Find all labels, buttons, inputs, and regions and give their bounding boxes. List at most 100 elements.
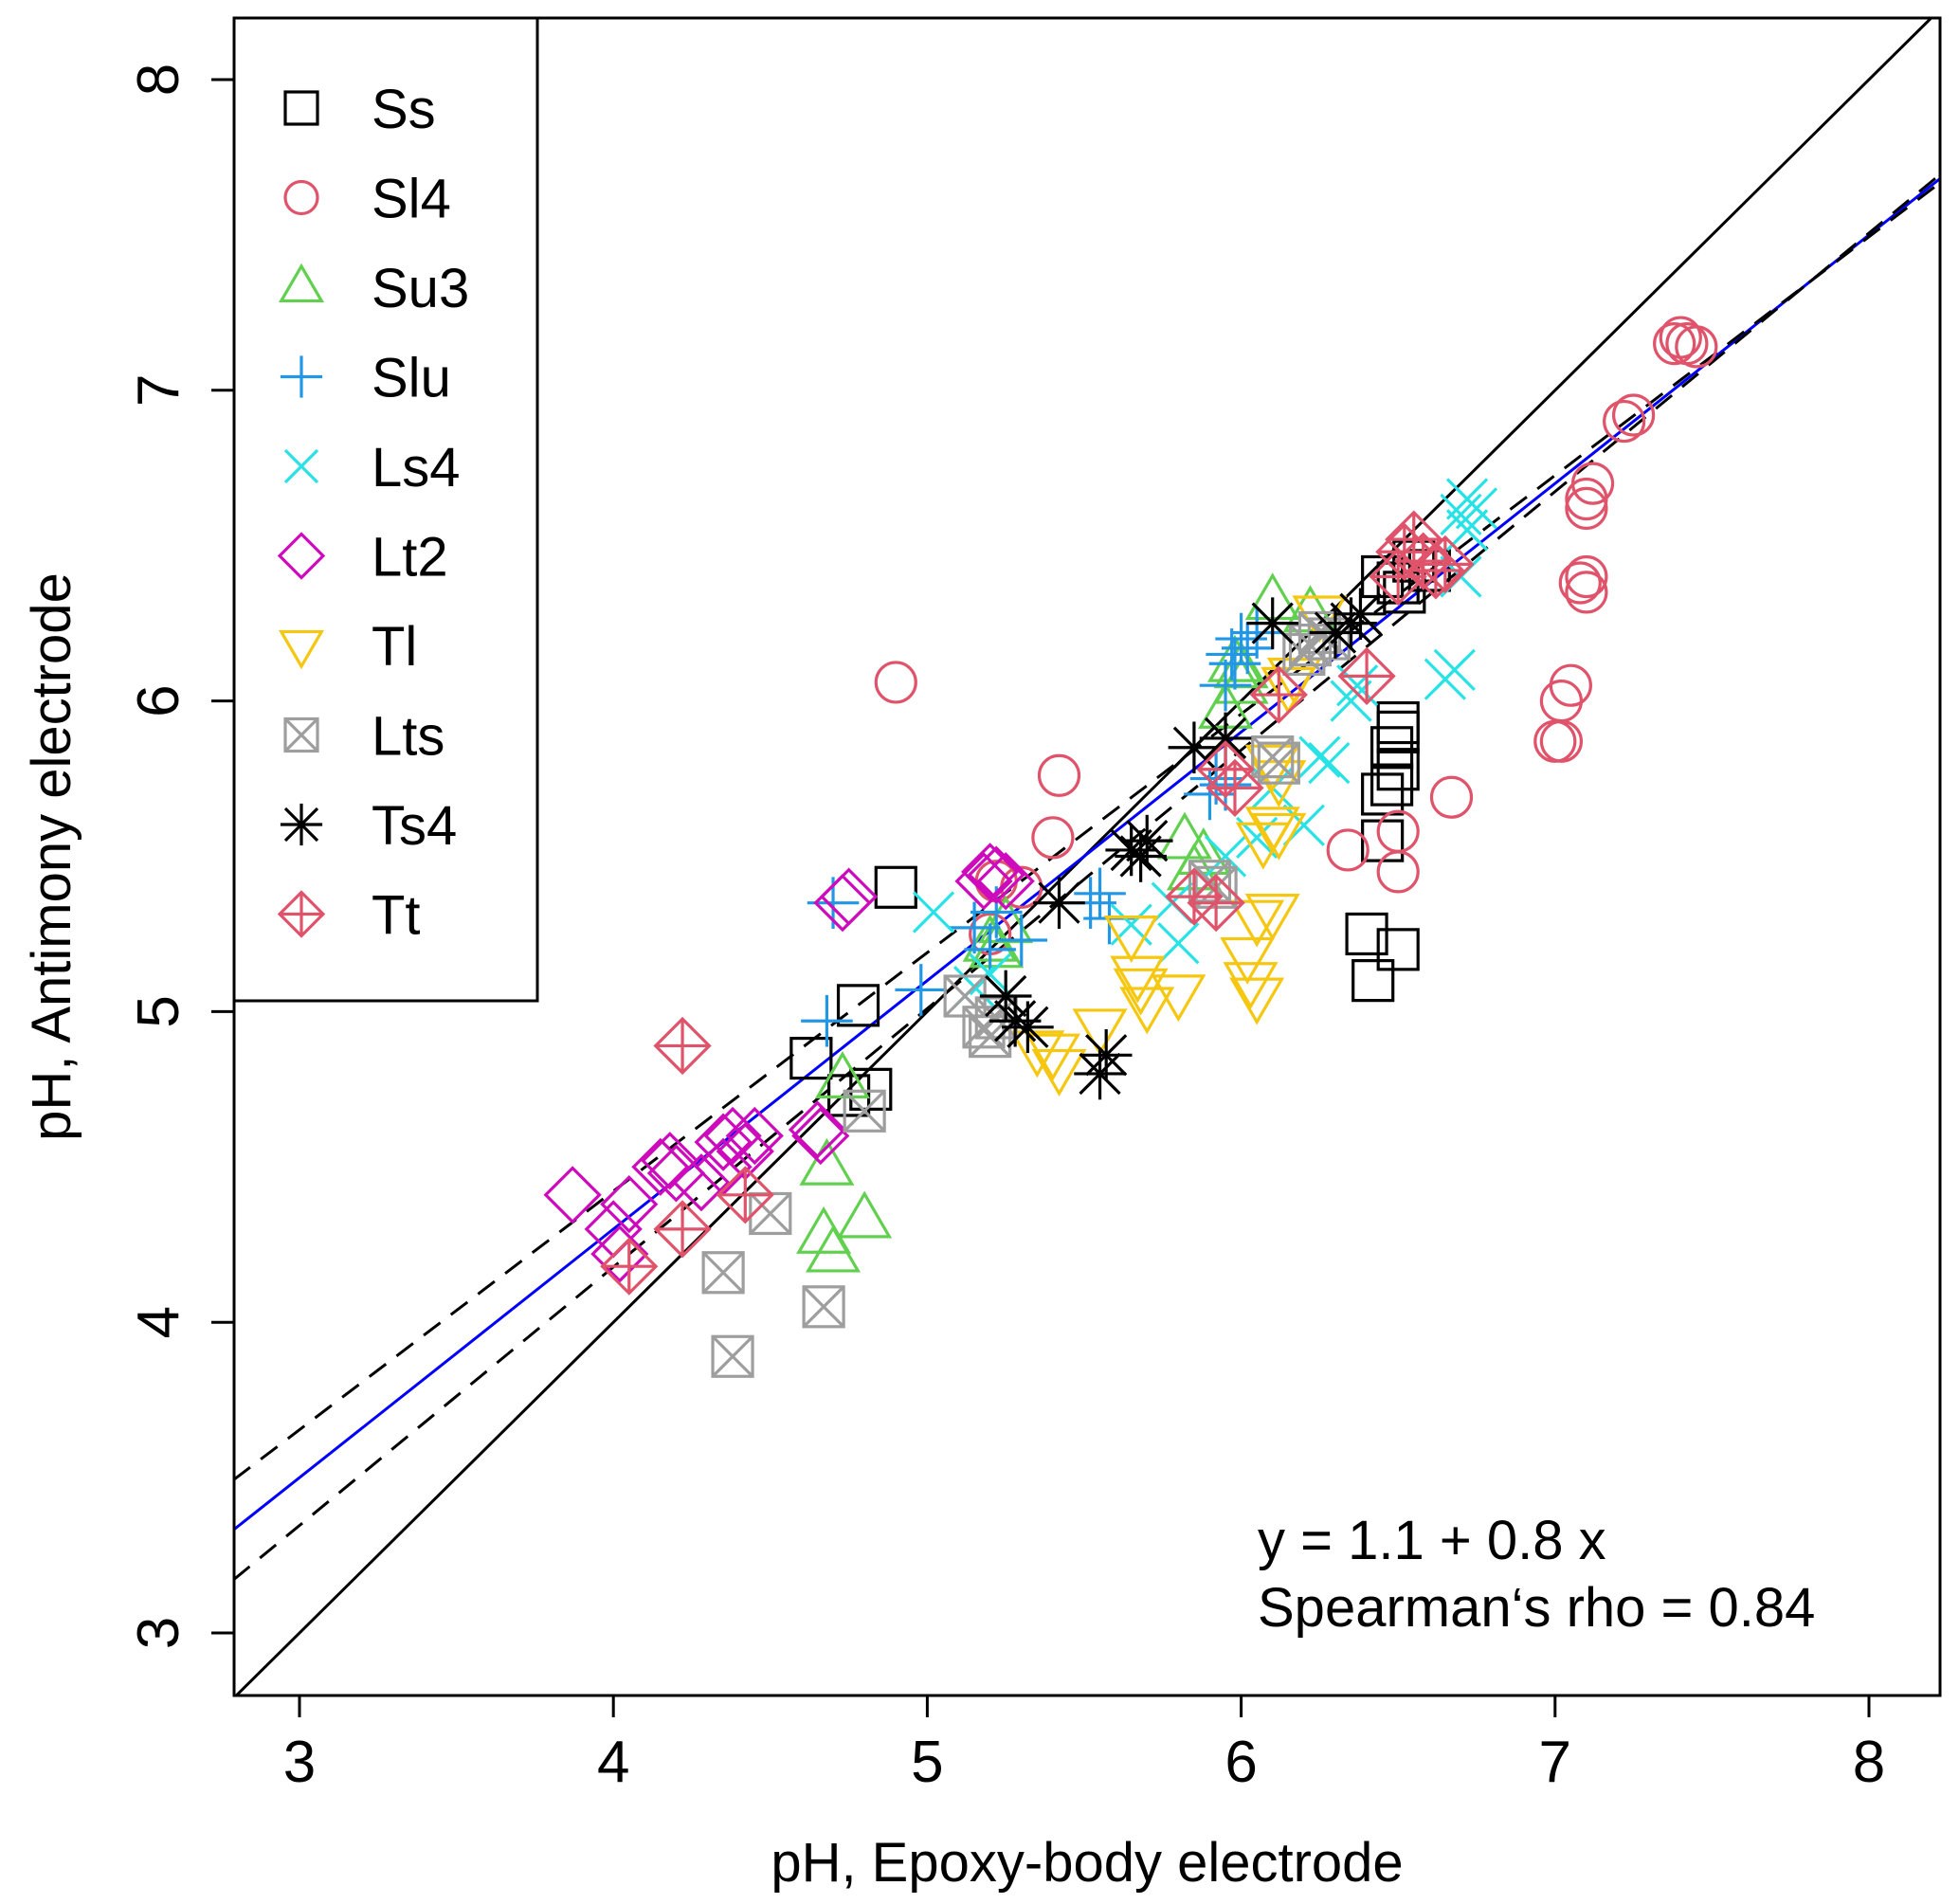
line-ci-upper: [234, 180, 1940, 1481]
data-point: [1246, 597, 1299, 649]
data-point: [1151, 974, 1206, 1023]
data-point: [895, 964, 948, 1016]
marker-ast-b: [1251, 602, 1294, 644]
marker-cross-b: [1433, 648, 1476, 691]
marker-triangle-up: [799, 1137, 855, 1186]
data-point: [1221, 622, 1274, 675]
x-axis-label: pH, Epoxy-body electrode: [771, 1832, 1403, 1894]
marker-square: [283, 716, 319, 753]
data-point: [1244, 894, 1300, 941]
data-point: [1220, 936, 1276, 985]
data-point: [1549, 663, 1592, 707]
marker-triangle-down: [1025, 1033, 1080, 1081]
marker-square: [1369, 763, 1414, 807]
marker-circle: [1429, 775, 1474, 819]
data-point: [672, 1153, 731, 1212]
marker-ast-b: [1038, 881, 1080, 924]
data-point: [1351, 959, 1395, 1003]
marker-x-b: [1258, 742, 1300, 785]
marker-x-b: [975, 996, 1018, 1040]
marker-diamond: [703, 1106, 762, 1166]
legend-marker-icon: [278, 629, 325, 670]
data-point: [1079, 1028, 1133, 1081]
data-point: [843, 1089, 886, 1133]
data-point: [1119, 987, 1175, 1035]
legend-label: Ss: [372, 79, 436, 140]
legend-marker-icon: [277, 532, 326, 580]
y-axis: 3 4 5 6 7 8: [126, 63, 234, 1649]
marker-ast-b: [1085, 1034, 1128, 1077]
marker-diamond: [600, 1175, 659, 1234]
data-point: [1565, 571, 1608, 614]
marker-triangle-down: [1119, 987, 1175, 1035]
data-point: [1230, 607, 1283, 659]
series-tt: [600, 510, 1475, 1296]
marker-x-b: [701, 1251, 745, 1294]
marker-cross-b: [283, 448, 319, 484]
y-tick-label: 6: [126, 684, 191, 716]
data-point: [1009, 1030, 1065, 1079]
marker-square: [1376, 748, 1420, 791]
data-point: [1251, 812, 1307, 861]
data-point: [590, 1224, 649, 1283]
data-point: [1565, 554, 1608, 599]
marker-triangle-down: [1229, 899, 1285, 948]
data-point: [1249, 665, 1308, 724]
data-point: [791, 1106, 850, 1166]
marker-square: [843, 1089, 886, 1133]
marker-x-b: [711, 1335, 754, 1378]
data-point: [806, 1224, 862, 1273]
data-point: [1156, 811, 1213, 860]
data-point: [1429, 775, 1474, 819]
legend-item-ss: Ss: [283, 79, 436, 140]
legend-label: Tt: [372, 885, 421, 947]
legend-marker-icon: [277, 890, 326, 938]
marker-circle: [1037, 753, 1081, 797]
marker-square: [1376, 700, 1420, 745]
data-point: [1611, 393, 1656, 437]
data-point: [1376, 850, 1420, 894]
series-ts4: [979, 588, 1387, 1100]
legend-item-tl: Tl: [278, 616, 417, 678]
regression-equation: y = 1.1 + 0.8 x: [1258, 1510, 1606, 1571]
data-point: [1208, 637, 1261, 690]
data-point: [1330, 680, 1372, 722]
marker-cross-b: [1330, 680, 1372, 722]
marker-triangle-down: [1103, 915, 1159, 963]
data-point: [819, 867, 879, 926]
marker-triangle-down: [1223, 962, 1279, 1010]
data-point: [1565, 477, 1608, 521]
marker-diamond: [277, 532, 326, 580]
marker-triangle-down: [1244, 807, 1300, 855]
y-tick-label: 3: [126, 1617, 191, 1649]
data-point: [1539, 679, 1584, 723]
marker-diamond: [631, 1137, 690, 1196]
data-point: [849, 1067, 893, 1111]
data-point: [874, 661, 917, 704]
marker-circle: [1549, 663, 1592, 707]
marker-diamond: [641, 1132, 699, 1190]
data-point: [1309, 607, 1362, 659]
data-point: [964, 923, 1016, 976]
series-ls4: [912, 478, 1498, 1008]
marker-ast-b: [1007, 1006, 1049, 1048]
x-tick-label: 5: [911, 1730, 943, 1795]
marker-diamond: [694, 1113, 753, 1171]
marker-square: [874, 865, 917, 909]
legend-label: Sl4: [372, 169, 451, 230]
series-sl4: [874, 316, 1718, 956]
data-point: [1196, 740, 1255, 799]
marker-ast-b: [283, 807, 319, 843]
marker-cross-b: [1298, 735, 1341, 778]
data-point: [1257, 741, 1300, 785]
marker-square: [1361, 772, 1405, 816]
marker-triangle-down: [1110, 955, 1166, 1004]
data-point: [1244, 807, 1300, 855]
data-point: [836, 984, 880, 1027]
marker-square: [1251, 735, 1295, 779]
x-tick-label: 7: [1539, 1730, 1571, 1795]
data-point: [1369, 763, 1414, 807]
marker-circle: [1565, 477, 1608, 521]
reference-lines: [234, 18, 1940, 1695]
